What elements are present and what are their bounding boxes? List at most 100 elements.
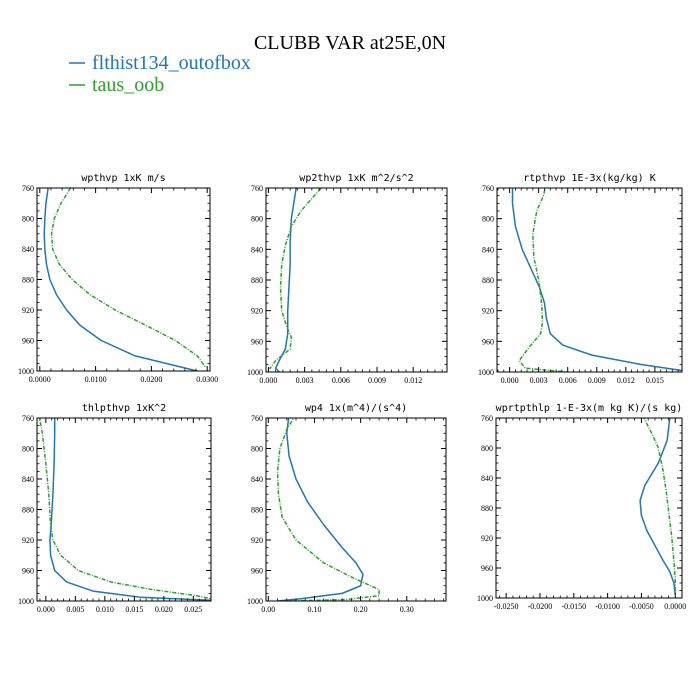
panel-title: rtpthvp 1E-3x(kg/kg) K [523,173,655,184]
x-tick-label: 0.010 [96,605,114,614]
y-tick-label: 840 [22,245,34,254]
x-tick-label: -0.0200 [528,602,553,611]
axes-frame [495,417,683,599]
legend-label-2: taus_oob [92,74,164,96]
panel-2: wp2thvp 1xK m^2/s^2 760 800 840 880 920 960 100… [247,173,448,385]
x-tick-label: 0.00 [261,605,275,614]
x-tick-label: 0.20 [354,605,368,614]
figure-title: CLUBB VAR at25E,0N [254,32,446,54]
x-tick-label: 0.000 [259,376,277,385]
x-tick-label: 0.009 [368,376,386,385]
axes-frame [496,187,683,373]
y-tick-label: 880 [251,276,263,285]
y-tick-label: 1000 [247,368,263,377]
y-tick-label: 880 [251,506,263,515]
x-tick-label: 0.0000 [664,602,686,611]
panel-title: wprtpthlp 1-E-3x(m kg K)/(s kg) [496,403,683,414]
y-tick-label: 800 [251,445,263,454]
x-tick-label: 0.020 [155,605,173,614]
y-tick-label: 1000 [18,367,34,376]
axes-frame [265,417,447,602]
y-tick-label: 880 [22,506,34,515]
series-line-flthist134-outofbox [274,188,297,372]
y-tick-label: 800 [22,445,34,454]
y-tick-label: 840 [251,245,263,254]
x-tick-label: 0.0100 [85,375,107,384]
axes-frame [36,417,212,602]
panel-title: wpthvp 1xK m/s [81,173,165,184]
x-tick-label: 0.003 [530,376,548,385]
x-tick-label: -0.0050 [629,602,654,611]
y-tick-label: 760 [22,414,34,423]
x-tick-label: 0.015 [125,605,143,614]
x-tick-label: 0.012 [617,376,635,385]
panel-1: wpthvp 1xK m/s 760 800 840 880 920 960 10000.00… [18,173,218,384]
y-tick-label: 800 [482,215,494,224]
series-line-taus-oob [38,418,211,600]
y-tick-label: 800 [22,215,34,224]
x-tick-label: 0.006 [332,376,350,385]
panel-4: thlpthvp 1xK^2 760 800 840 880 920 960 10000.00… [18,403,212,614]
panel-title: wp4 1x(m^4)/(s^4) [305,403,407,414]
y-tick-label: 760 [251,184,263,193]
x-tick-label: 0.000 [37,605,55,614]
y-tick-label: 880 [482,276,494,285]
y-tick-label: 1000 [18,597,34,606]
y-tick-label: 760 [251,414,263,423]
axes-frame [265,187,448,373]
y-tick-label: 920 [251,536,263,545]
x-tick-label: 0.000 [501,376,519,385]
y-tick-label: 760 [481,414,493,423]
y-tick-label: 1000 [477,594,493,603]
y-tick-label: 960 [251,567,263,576]
y-tick-label: 760 [482,184,494,193]
x-tick-label: -0.0250 [494,602,519,611]
x-tick-label: 0.0300 [196,375,218,384]
panels: wpthvp 1xK m/s76080084088092096010000.00… [18,173,686,614]
series-line-flthist134-outofbox [511,188,682,372]
y-tick-label: 960 [481,564,493,573]
y-tick-label: 800 [251,215,263,224]
y-tick-label: 840 [251,475,263,484]
series-line-flthist134-outofbox [49,418,211,601]
legend-label-1: flthist134_outofbox [92,52,251,74]
y-tick-label: 840 [482,245,494,254]
x-tick-label: 0.006 [559,376,577,385]
series-line-flthist134-outofbox [639,418,676,595]
y-tick-label: 760 [22,184,34,193]
x-tick-label: 0.012 [404,376,422,385]
axes-frame [36,187,211,372]
y-tick-label: 920 [22,536,34,545]
y-tick-label: 800 [481,444,493,453]
y-tick-label: 920 [482,307,494,316]
series-line-taus-oob [269,188,323,370]
panel-title: wp2thvp 1xK m^2/s^2 [299,173,413,184]
x-tick-label: 0.30 [400,605,414,614]
panel-5: wp4 1x(m^4)/(s^4)76080084088092096010000… [247,403,447,614]
y-tick-label: 960 [22,337,34,346]
x-tick-label: 0.009 [588,376,606,385]
y-tick-label: 920 [251,307,263,316]
panel-6: wprtpthlp 1-E-3x(m kg K)/(s kg)760 800 840… [477,403,686,611]
x-tick-label: -0.0150 [561,602,586,611]
y-tick-label: 880 [22,276,34,285]
y-tick-label: 840 [481,474,493,483]
y-tick-label: 960 [22,567,34,576]
series-line-taus-oob [643,418,676,595]
x-tick-label: 0.015 [646,376,664,385]
x-tick-label: -0.0100 [595,602,620,611]
x-tick-label: 0.025 [184,605,202,614]
legend: flthist134_outofbox taus_oob [69,52,251,96]
series-line-taus-oob [276,418,380,601]
series-line-taus-oob [50,188,207,368]
series-line-flthist134-outofbox [277,418,364,601]
x-tick-label: 0.0200 [140,375,162,384]
y-tick-label: 960 [251,337,263,346]
series-line-flthist134-outofbox [43,188,198,371]
y-tick-label: 920 [481,534,493,543]
panel-title: thlpthvp 1xK^2 [82,403,166,414]
x-tick-label: 0.0000 [29,375,51,384]
y-tick-label: 840 [22,475,34,484]
y-tick-label: 1000 [478,368,494,377]
y-tick-label: 880 [481,504,493,513]
